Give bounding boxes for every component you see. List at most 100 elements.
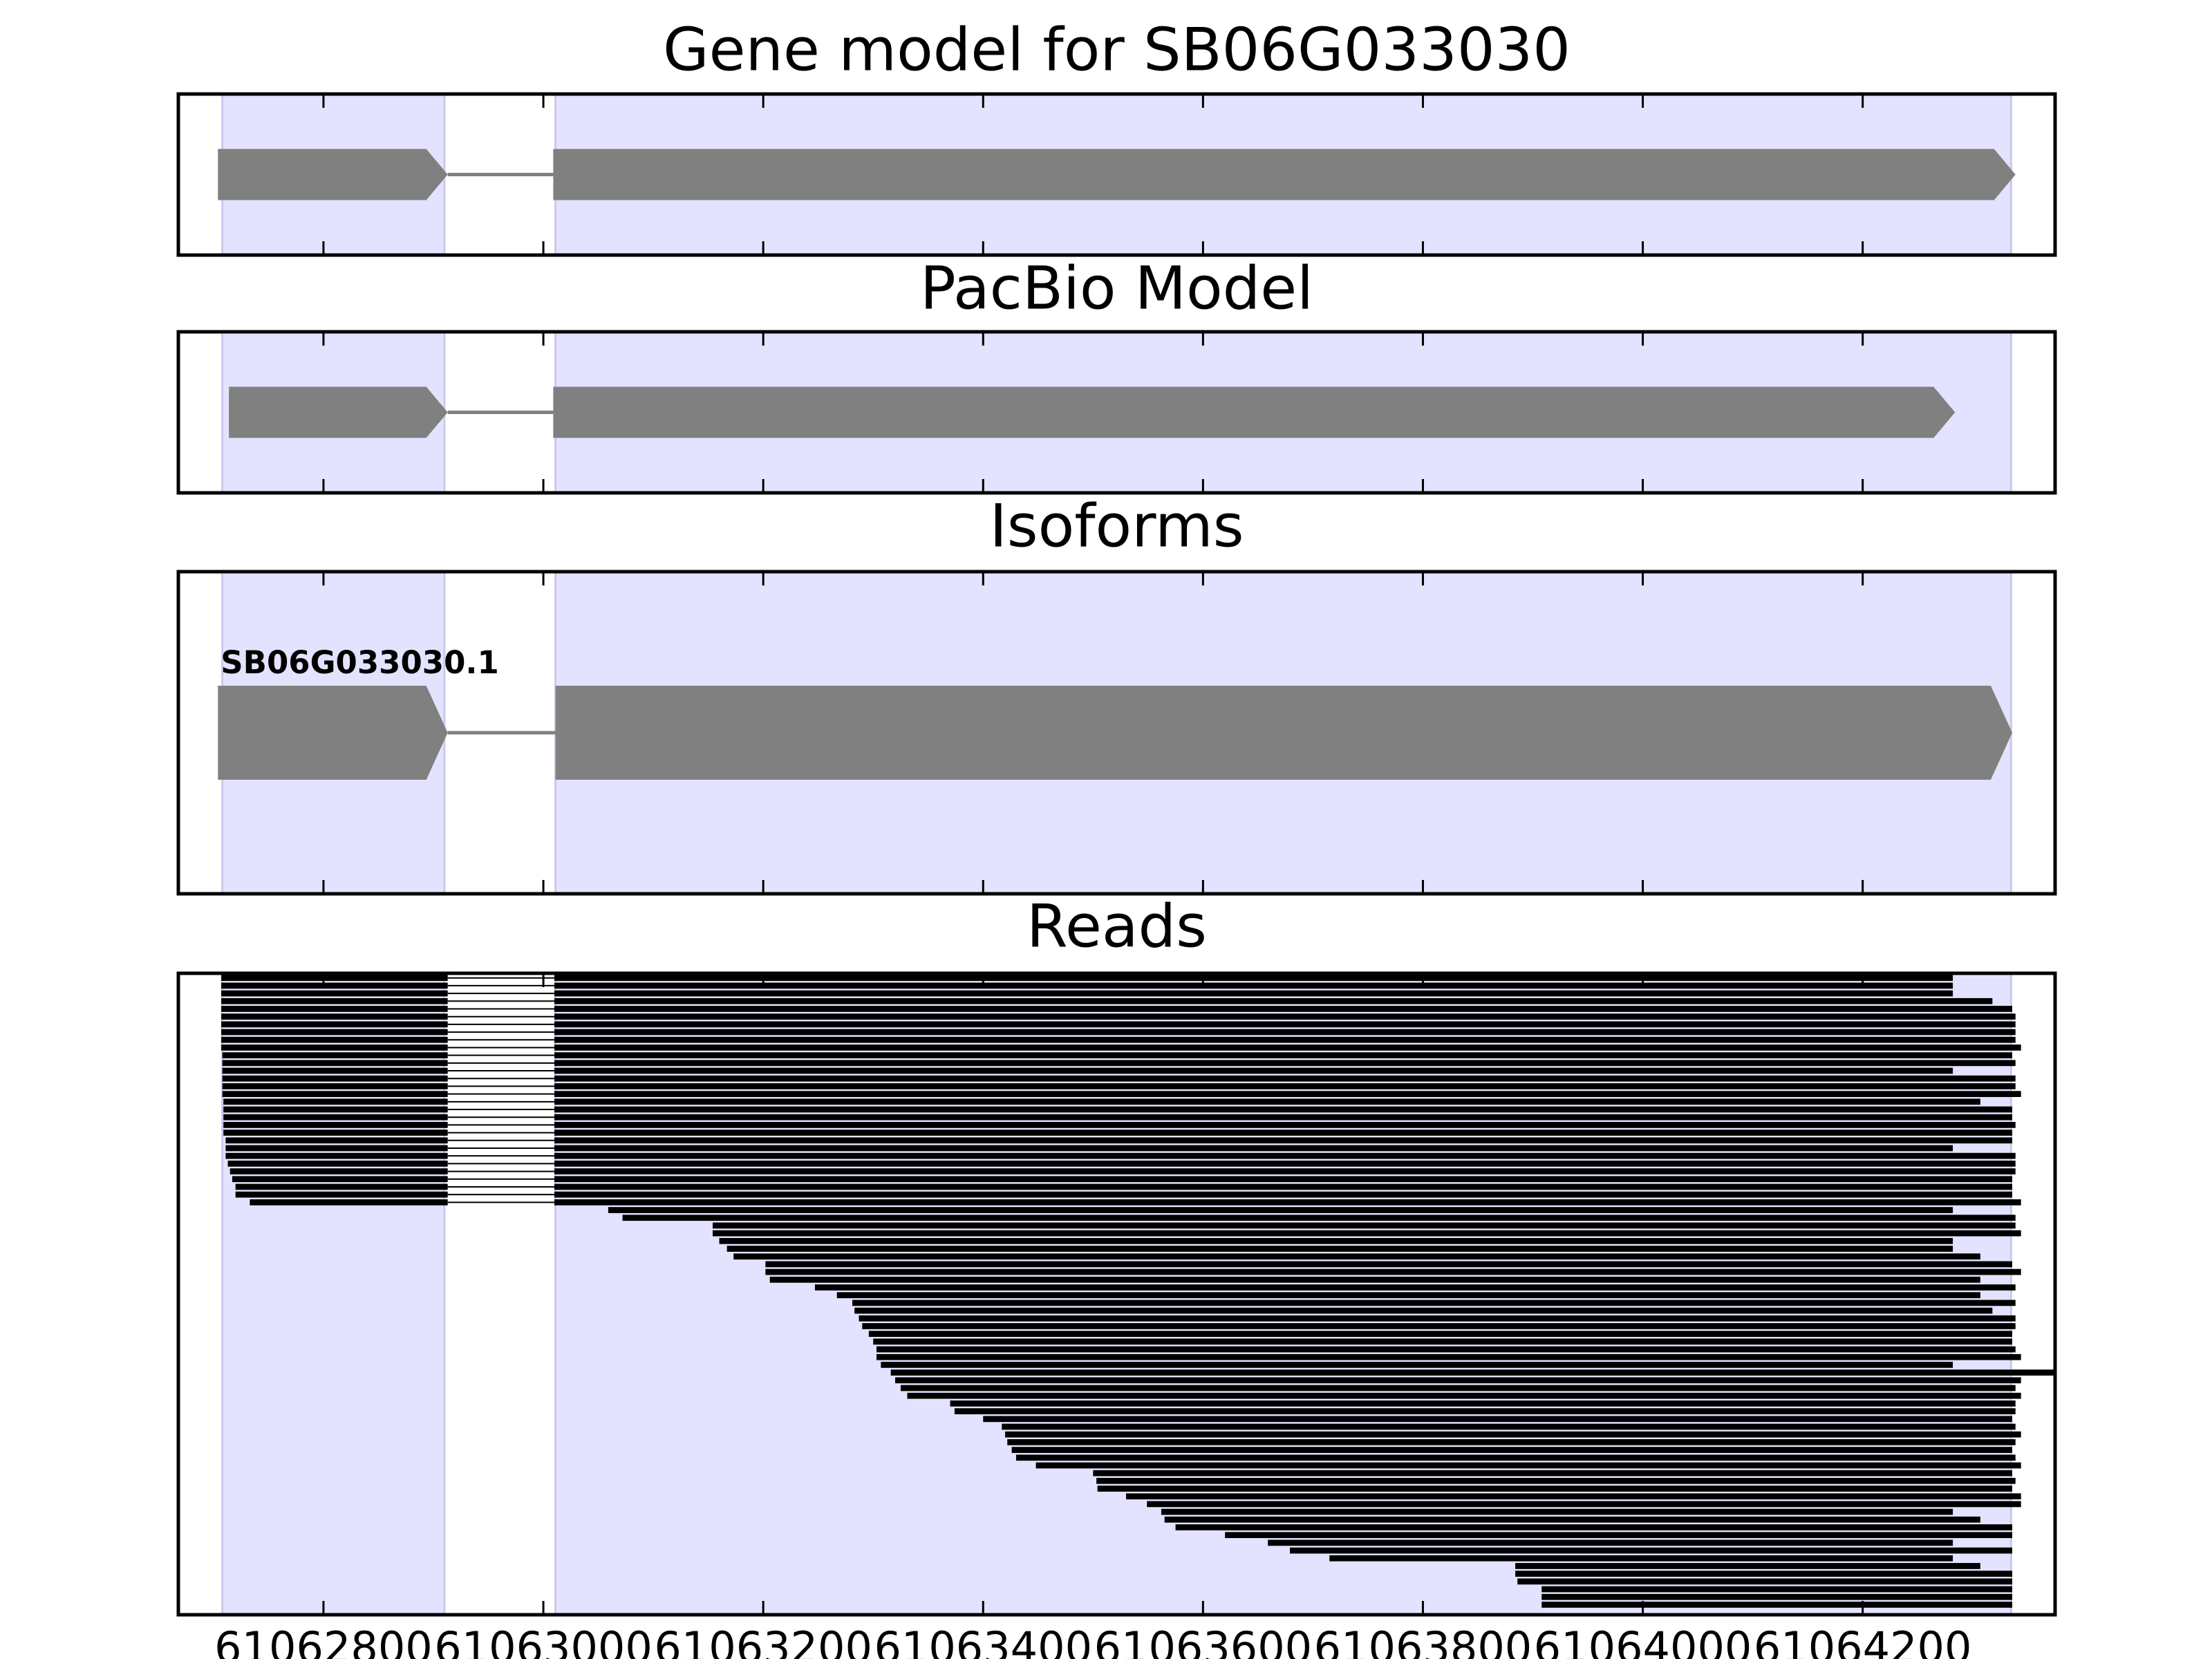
read <box>1011 1447 2012 1453</box>
read <box>868 1331 2012 1338</box>
read-block <box>222 1083 448 1089</box>
read-block <box>223 1114 448 1121</box>
exon <box>553 386 1956 438</box>
isoform-label: SB06G033030.1 <box>221 644 499 681</box>
read-block <box>554 1006 2012 1012</box>
read-block <box>221 990 448 997</box>
read-block <box>554 1036 2016 1043</box>
read <box>1161 1508 1953 1515</box>
read-block <box>222 1052 448 1059</box>
read-block <box>221 1029 448 1035</box>
read-block <box>554 1052 2012 1059</box>
read <box>712 1222 2016 1229</box>
read <box>876 1353 2021 1360</box>
read <box>859 1315 2016 1322</box>
read-block <box>222 1075 448 1082</box>
read-block <box>554 1098 1980 1105</box>
exon <box>218 686 448 780</box>
read <box>950 1400 2016 1407</box>
panel-title: Gene model for SB06G033030 <box>663 15 1571 84</box>
read <box>983 1416 2012 1423</box>
read-block <box>554 1067 1953 1074</box>
read <box>1007 1439 2016 1445</box>
x-tick-label: 61063600 <box>1094 1622 1313 1659</box>
read <box>1268 1539 1953 1546</box>
read <box>890 1369 2055 1376</box>
read-block <box>223 1122 448 1128</box>
read <box>712 1230 2021 1237</box>
read-block <box>554 1044 2021 1051</box>
read <box>733 1253 1980 1260</box>
panel-frame <box>176 92 2057 257</box>
read <box>1517 1578 2012 1585</box>
read <box>1515 1563 1980 1569</box>
read <box>873 1338 2012 1345</box>
read-block <box>222 1067 448 1074</box>
read-block <box>554 1060 2016 1067</box>
read-block <box>554 1191 2012 1198</box>
read <box>1225 1532 2012 1539</box>
read <box>1175 1524 2012 1530</box>
read-block <box>554 997 1993 1004</box>
read-block <box>223 1098 448 1105</box>
read-block <box>235 1183 448 1190</box>
panel-title: Reads <box>1027 892 1207 961</box>
read <box>907 1392 2021 1399</box>
read-block <box>221 975 448 982</box>
read <box>895 1377 2021 1384</box>
read-block <box>554 1122 2016 1128</box>
read-block <box>232 1176 448 1183</box>
read <box>1515 1571 2012 1577</box>
read-block <box>554 1145 1953 1152</box>
read <box>1147 1501 2021 1508</box>
exon <box>229 386 448 438</box>
x-tick-label: 61063000 <box>434 1622 653 1659</box>
read-block <box>229 1168 448 1174</box>
read <box>1097 1485 2012 1492</box>
read-block <box>223 1130 448 1136</box>
read-block <box>225 1152 448 1159</box>
read-block <box>554 1029 2016 1035</box>
read <box>1093 1470 2012 1477</box>
read-block <box>554 1137 2012 1144</box>
x-tick-label: 61064000 <box>1534 1622 1752 1659</box>
read-block <box>554 1168 2016 1174</box>
panel-frame <box>176 570 2057 896</box>
read-block <box>222 1091 448 1097</box>
reads <box>221 975 2055 1608</box>
read-block <box>554 1114 2012 1121</box>
read <box>1005 1431 2021 1438</box>
read-block <box>554 1183 2012 1190</box>
read-block <box>221 982 448 989</box>
panel-frame <box>176 330 2057 495</box>
read <box>854 1307 1993 1314</box>
read <box>954 1408 2016 1414</box>
read <box>1126 1493 2021 1500</box>
read-block <box>235 1191 448 1198</box>
panel-frame <box>176 971 2057 1617</box>
read <box>862 1323 2016 1329</box>
read-block <box>221 1006 448 1012</box>
read-block <box>225 1145 448 1152</box>
read-block <box>222 1060 448 1067</box>
read <box>1290 1547 2012 1554</box>
read-block <box>554 1130 2012 1136</box>
read <box>876 1346 2016 1353</box>
read <box>769 1276 1980 1283</box>
exon <box>553 149 2016 200</box>
exon <box>555 686 2012 780</box>
read <box>1541 1602 2012 1608</box>
read-block <box>554 1083 2016 1089</box>
read-block <box>221 1013 448 1020</box>
read <box>727 1246 1953 1252</box>
x-tick-label: 61063400 <box>874 1622 1092 1659</box>
read <box>852 1300 2016 1306</box>
x-tick-label: 61063200 <box>654 1622 872 1659</box>
read-block <box>554 1199 2021 1206</box>
read-block <box>223 1106 448 1113</box>
read <box>719 1237 1953 1244</box>
read-block <box>250 1199 448 1206</box>
read <box>900 1385 2016 1391</box>
